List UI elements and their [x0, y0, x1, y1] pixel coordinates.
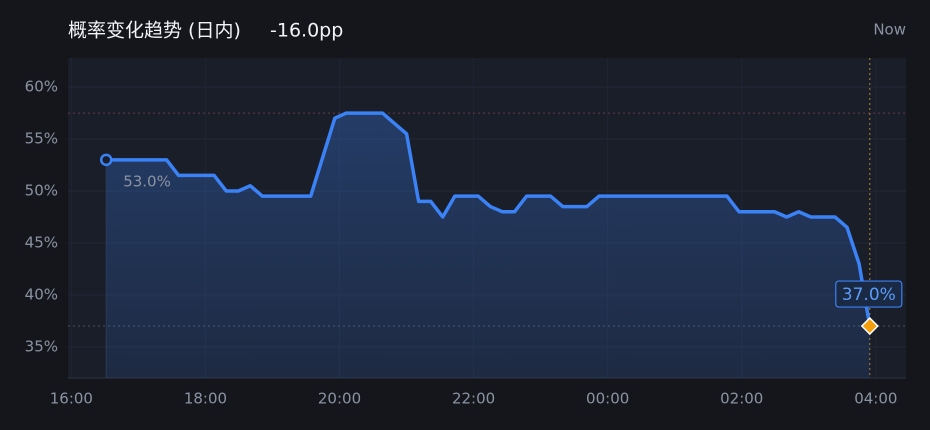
start-marker — [99, 153, 113, 167]
x-tick-label: 02:00 — [720, 390, 763, 408]
value-label: 37.0% — [842, 285, 896, 305]
x-tick-label: 22:00 — [452, 390, 495, 408]
end-marker — [860, 316, 879, 336]
y-tick-label: 55% — [25, 130, 58, 148]
y-tick-label: 60% — [25, 78, 58, 96]
now-label: Now — [873, 21, 906, 39]
label-box — [835, 280, 903, 308]
chart-title: 概率变化趋势 (日内) — [68, 20, 241, 42]
x-tick-label: 20:00 — [318, 390, 361, 408]
y-tick-label: 35% — [25, 337, 58, 355]
y-tick-label: 40% — [25, 285, 58, 303]
value-label: 53.0% — [123, 172, 171, 190]
x-tick-label: 16:00 — [50, 390, 93, 408]
x-tick-label: 18:00 — [184, 390, 227, 408]
area — [106, 113, 870, 378]
change: -16.0pp — [270, 20, 343, 42]
y-tick-label: 50% — [25, 181, 58, 199]
x-tick-label: 00:00 — [586, 390, 629, 408]
y-tick-label: 45% — [25, 233, 58, 251]
line — [106, 111, 872, 327]
x-tick-label: 04:00 — [854, 390, 897, 408]
